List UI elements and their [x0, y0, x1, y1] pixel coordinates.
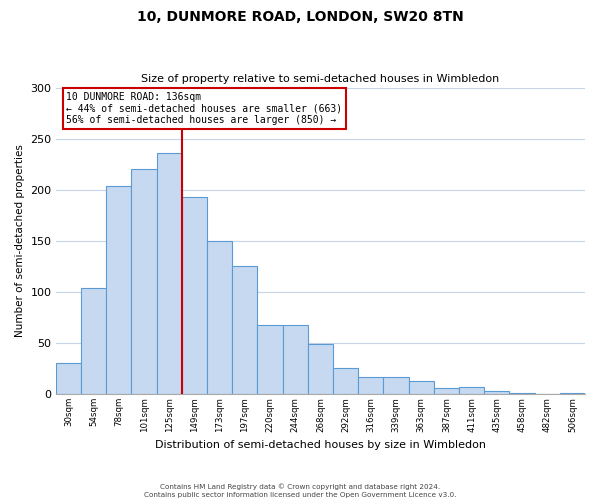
Bar — [333, 368, 358, 394]
Bar — [434, 388, 459, 394]
Bar — [283, 324, 308, 394]
Y-axis label: Number of semi-detached properties: Number of semi-detached properties — [15, 144, 25, 337]
Text: 10, DUNMORE ROAD, LONDON, SW20 8TN: 10, DUNMORE ROAD, LONDON, SW20 8TN — [137, 10, 463, 24]
Bar — [232, 266, 257, 394]
Bar — [157, 153, 182, 394]
Bar — [560, 393, 585, 394]
Bar — [409, 380, 434, 394]
Bar — [131, 170, 157, 394]
Text: Contains HM Land Registry data © Crown copyright and database right 2024.
Contai: Contains HM Land Registry data © Crown c… — [144, 484, 456, 498]
Text: 10 DUNMORE ROAD: 136sqm
← 44% of semi-detached houses are smaller (663)
56% of s: 10 DUNMORE ROAD: 136sqm ← 44% of semi-de… — [67, 92, 343, 126]
Bar — [459, 387, 484, 394]
Bar — [484, 391, 509, 394]
Title: Size of property relative to semi-detached houses in Wimbledon: Size of property relative to semi-detach… — [141, 74, 500, 84]
Bar — [257, 324, 283, 394]
X-axis label: Distribution of semi-detached houses by size in Wimbledon: Distribution of semi-detached houses by … — [155, 440, 486, 450]
Bar — [358, 376, 383, 394]
Bar — [81, 288, 106, 394]
Bar — [182, 197, 207, 394]
Bar — [509, 393, 535, 394]
Bar — [106, 186, 131, 394]
Bar — [383, 376, 409, 394]
Bar — [207, 241, 232, 394]
Bar — [308, 344, 333, 394]
Bar — [56, 364, 81, 394]
